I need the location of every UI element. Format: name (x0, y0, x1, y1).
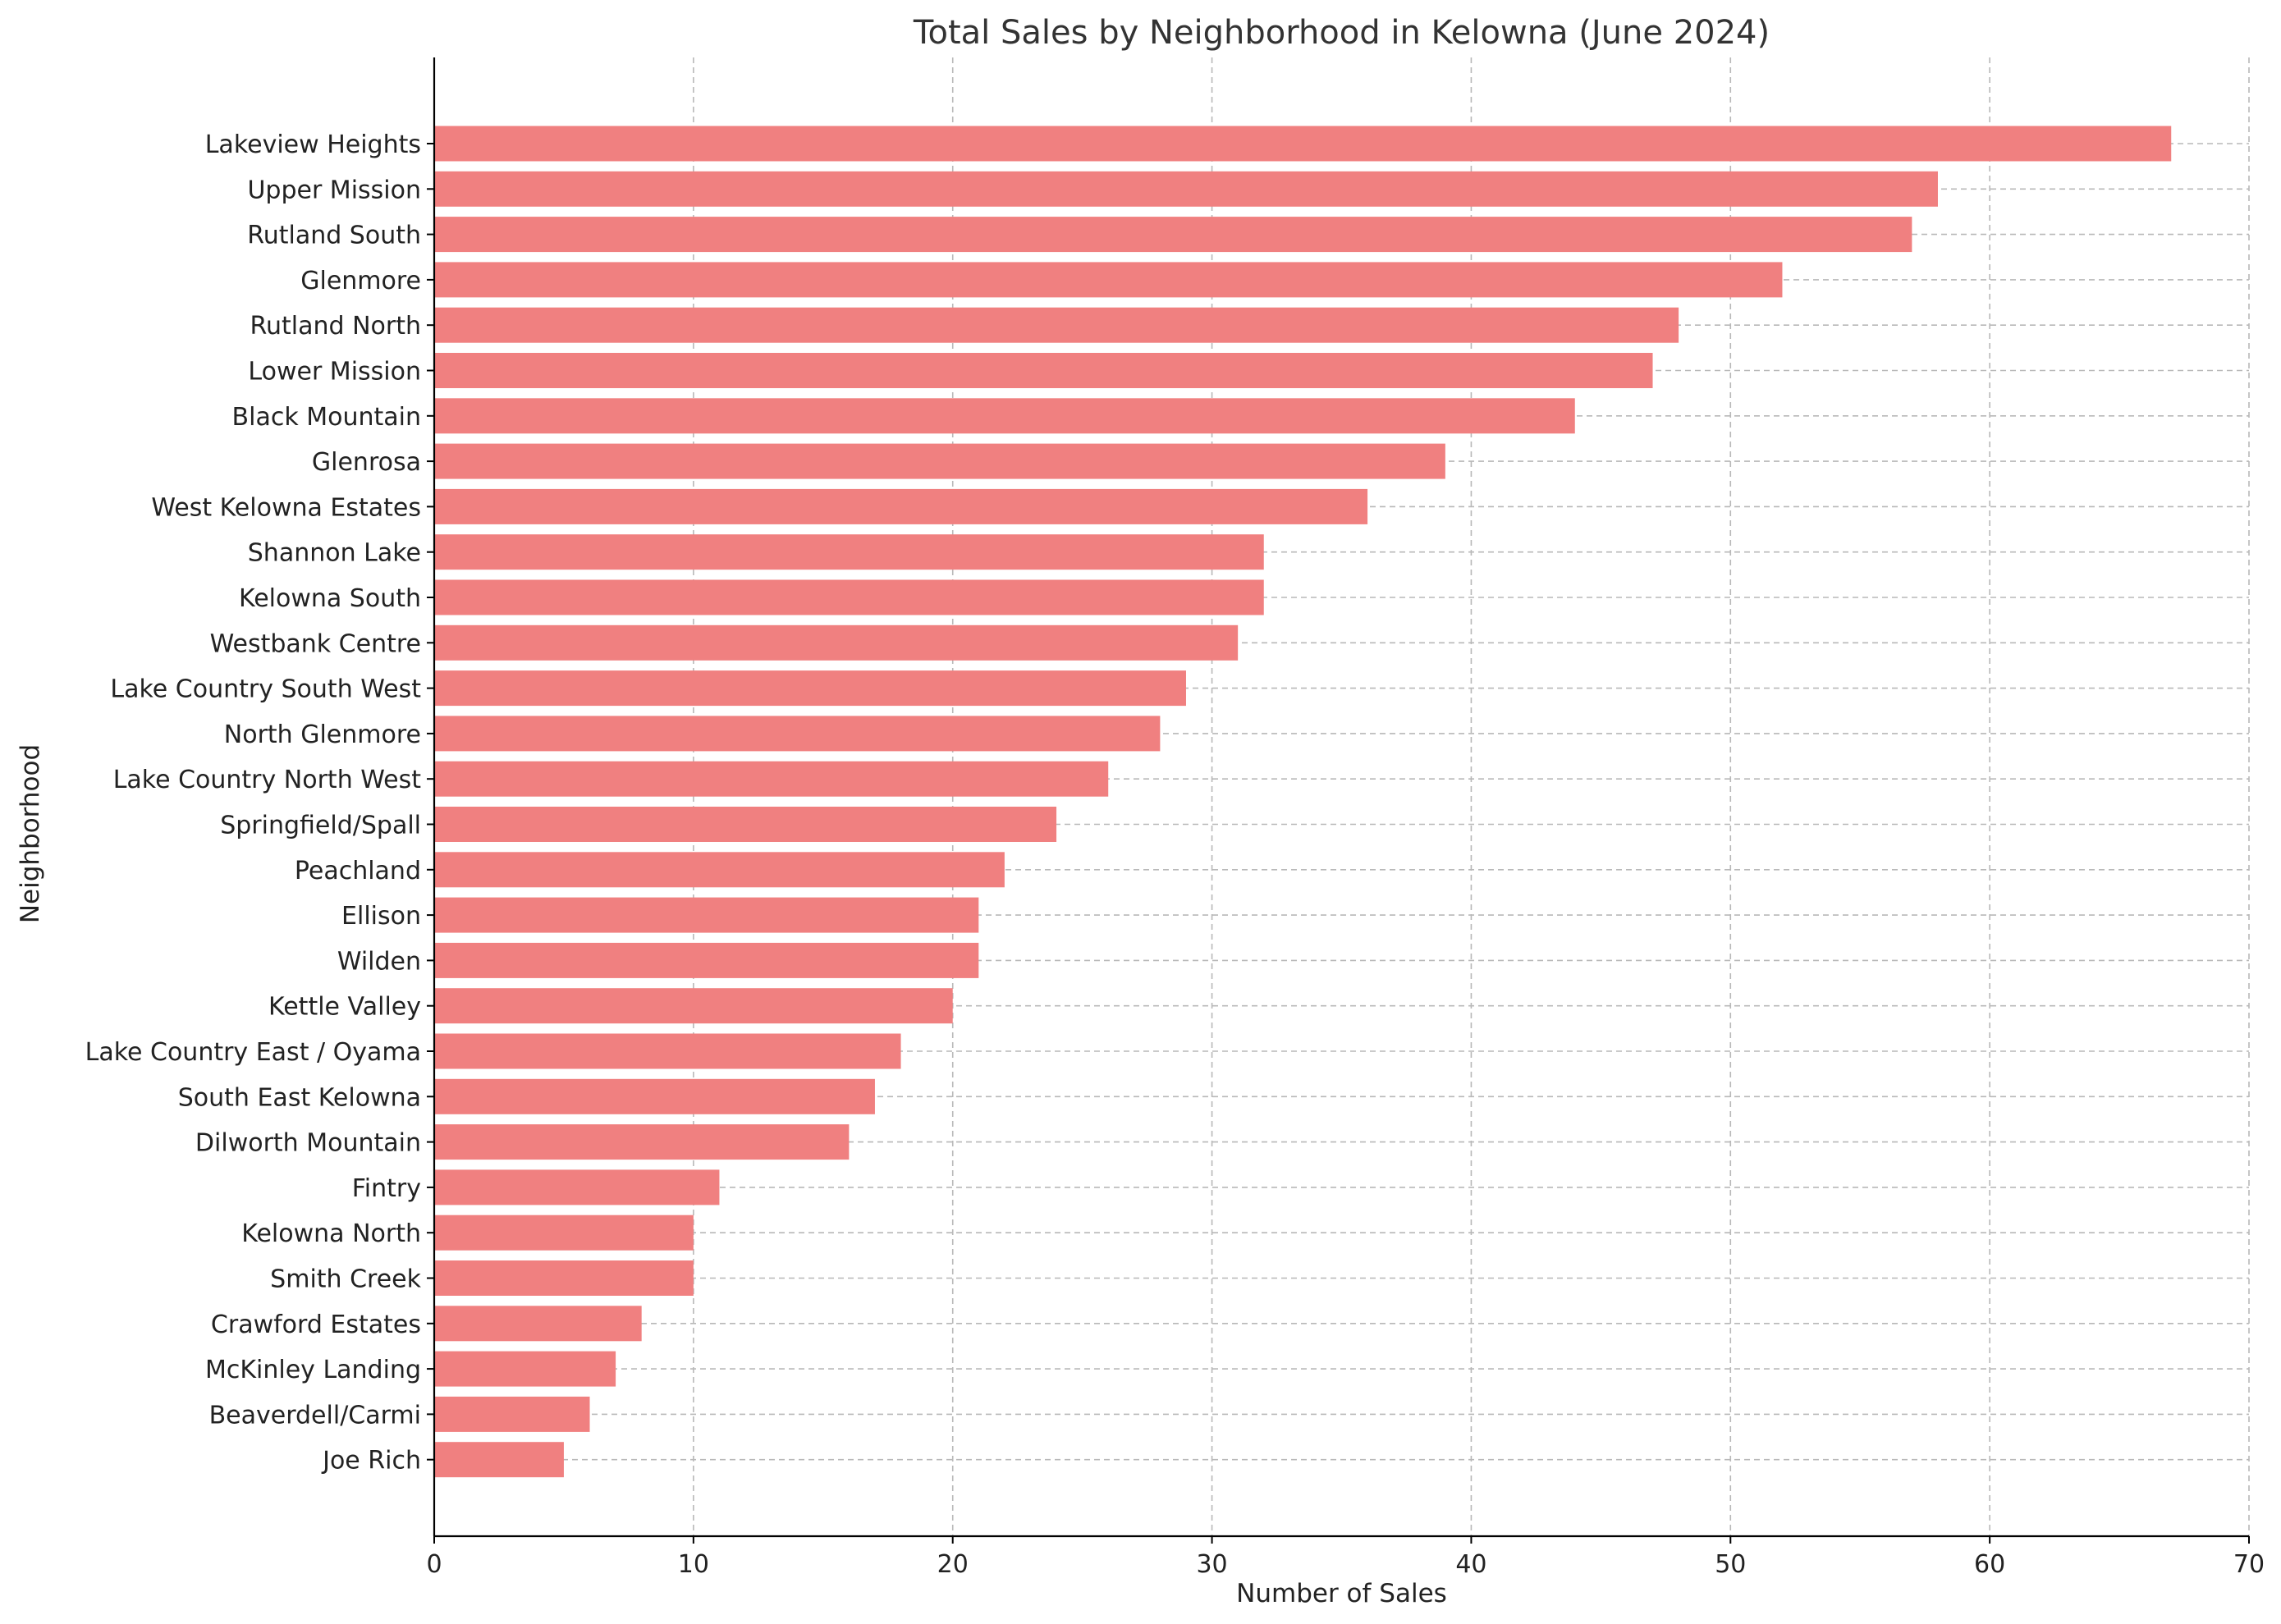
y-tick-label: West Kelowna Estates (151, 493, 421, 522)
bar (434, 624, 1239, 661)
bar (434, 1260, 694, 1296)
bar (434, 1124, 850, 1160)
x-tick-label: 50 (1715, 1550, 1746, 1579)
y-tick-label: Smith Creek (270, 1265, 421, 1294)
bar (434, 897, 979, 933)
bar (434, 1396, 590, 1432)
y-tick-label: McKinley Landing (205, 1356, 421, 1384)
x-tick-label: 40 (1455, 1550, 1486, 1579)
y-tick-label: Kelowna South (239, 584, 421, 613)
y-tick-label: Glenmore (300, 267, 421, 295)
x-tick-label: 60 (1974, 1550, 2005, 1579)
bar (434, 217, 1912, 253)
y-tick-label: Wilden (337, 947, 421, 976)
bar (434, 171, 1938, 207)
bar (434, 1169, 720, 1205)
bar (434, 443, 1445, 479)
x-tick-label: 70 (2233, 1550, 2265, 1579)
y-tick-label: Peachland (295, 857, 421, 885)
y-tick-label: Rutland South (247, 222, 421, 250)
y-tick-label: Ellison (341, 902, 421, 931)
x-tick-label: 0 (426, 1550, 442, 1579)
bar (434, 716, 1161, 752)
y-tick-label: South East Kelowna (178, 1083, 421, 1112)
bars (434, 126, 2172, 1478)
bar (434, 1442, 564, 1478)
bar (434, 262, 1783, 298)
y-tick-label: Lake Country East / Oyama (85, 1038, 421, 1067)
y-axis-label: Neighborhood (16, 744, 45, 923)
y-tick-label: Lake Country North West (113, 766, 422, 794)
y-tick-label: Rutland North (250, 312, 422, 341)
y-tick-label: Westbank Centre (210, 629, 421, 658)
x-axis-label: Number of Sales (1236, 1579, 1447, 1608)
y-tick-label: Beaverdell/Carmi (209, 1401, 421, 1430)
y-tick-label: Kettle Valley (268, 993, 421, 1022)
bar (434, 1078, 875, 1114)
bar (434, 126, 2172, 162)
x-tick-label: 10 (678, 1550, 709, 1579)
axes (433, 57, 2249, 1538)
y-tick-label: Shannon Lake (248, 539, 421, 568)
y-tick-label: Lakeview Heights (205, 130, 421, 159)
bar (434, 1215, 694, 1251)
bar (434, 670, 1186, 707)
y-tick-label: Upper Mission (247, 176, 421, 204)
x-tick-label: 20 (937, 1550, 969, 1579)
y-tick-label: North Glenmore (224, 721, 421, 749)
bar (434, 1351, 616, 1387)
y-tick-label: Glenrosa (312, 448, 421, 477)
bar (434, 942, 979, 978)
y-tick-label: Lower Mission (248, 358, 421, 387)
y-tick-label: Fintry (352, 1174, 421, 1203)
y-axis-ticks: Lakeview Heights Upper Mission Rutland Sou… (85, 130, 434, 1475)
bar (434, 1306, 642, 1342)
y-tick-label: Kelowna North (241, 1219, 421, 1248)
bar (434, 761, 1109, 797)
chart-title: Total Sales by Neighborhood in Kelowna (… (913, 14, 1770, 52)
bar (434, 1033, 901, 1069)
bar (434, 534, 1264, 570)
bar (434, 579, 1264, 615)
bar (434, 807, 1057, 842)
y-tick-label: Dilworth Mountain (195, 1129, 421, 1158)
y-tick-label: Black Mountain (232, 403, 421, 432)
y-tick-label: Crawford Estates (211, 1311, 421, 1339)
bar (434, 988, 953, 1024)
y-tick-label: Springfield/Spall (220, 812, 421, 840)
bar (434, 307, 1679, 343)
bar (434, 398, 1575, 434)
y-tick-label: Lake Country South West (110, 675, 421, 704)
x-tick-label: 30 (1196, 1550, 1227, 1579)
y-tick-label: Joe Rich (321, 1447, 421, 1475)
x-axis-ticks: 0 10 20 30 40 50 60 70 (426, 1536, 2265, 1579)
bar (434, 353, 1653, 388)
bar (434, 488, 1368, 524)
bar (434, 852, 1005, 888)
